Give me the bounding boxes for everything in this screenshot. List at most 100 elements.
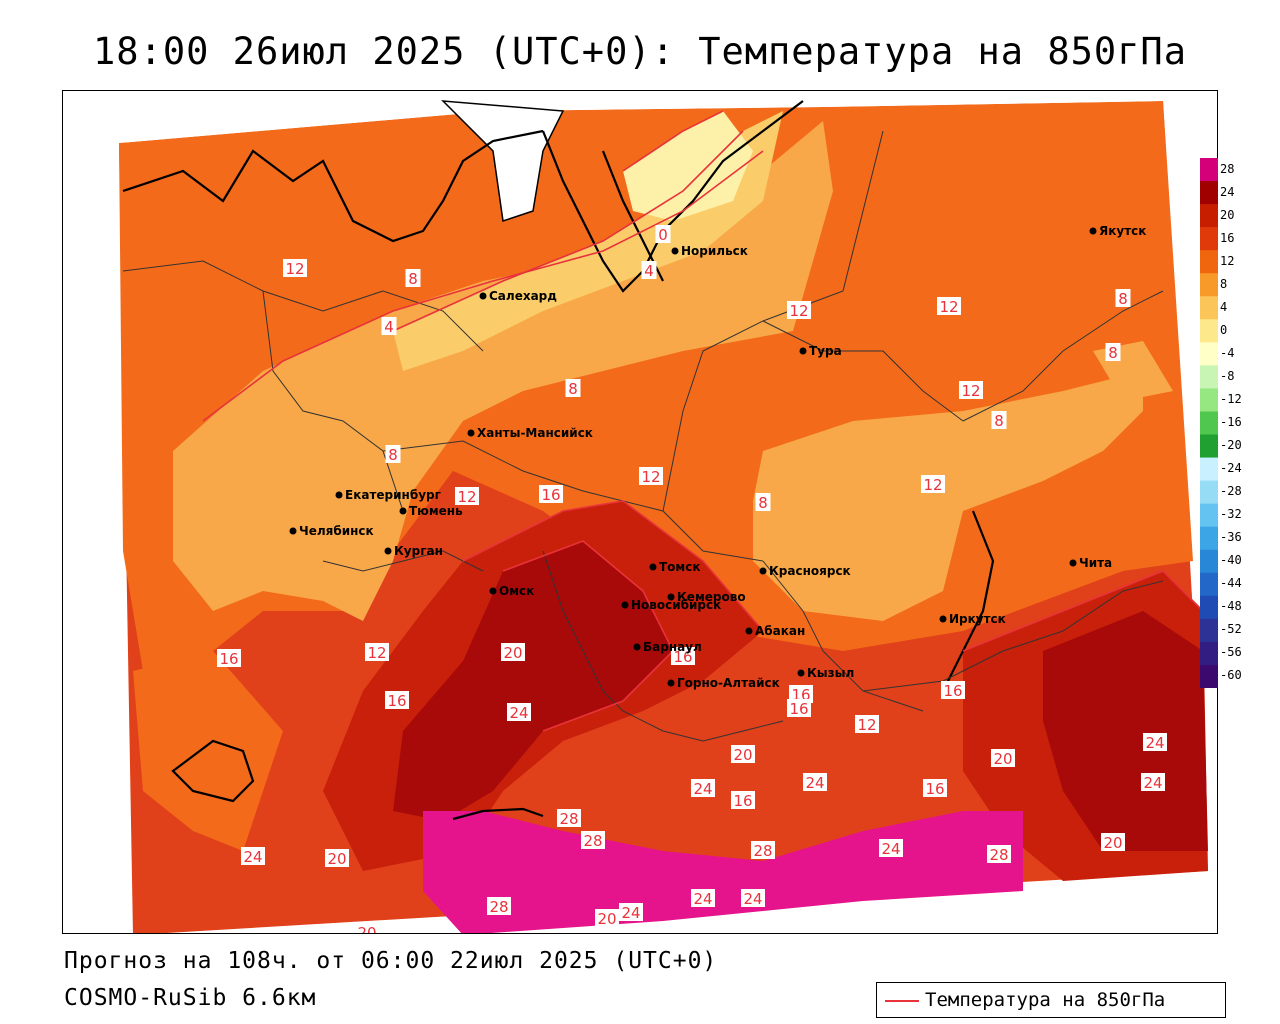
city-marker [667, 679, 675, 687]
legend-line-swatch [885, 1000, 919, 1002]
isotherm-label: 4 [641, 261, 657, 280]
city-label: Норильск [681, 244, 748, 258]
svg-text:0: 0 [658, 226, 668, 244]
svg-text:24: 24 [693, 890, 712, 908]
colorbar-segment [1200, 457, 1218, 482]
isotherm-label: 4 [381, 317, 397, 336]
colorbar-segment [1200, 204, 1218, 228]
city-marker [384, 547, 392, 555]
colorbar-tick-label: -28 [1220, 484, 1242, 499]
isotherm-label: 8 [1115, 289, 1131, 308]
colorbar-segment [1200, 549, 1218, 574]
colorbar-segment [1200, 411, 1218, 436]
isotherm-label: 28 [487, 897, 511, 916]
isotherm-label: 8 [755, 493, 771, 512]
city-marker [797, 669, 805, 677]
svg-text:20: 20 [733, 746, 752, 764]
svg-text:24: 24 [1145, 734, 1164, 752]
city-marker [649, 563, 657, 571]
city-label: Новосибирск [631, 598, 721, 612]
colorbar-segment [1200, 618, 1218, 643]
colorbar-tick-label: -56 [1220, 645, 1242, 660]
colorbar-tick-label: 28 [1220, 161, 1235, 176]
svg-text:16: 16 [925, 780, 944, 798]
isotherm-label: 24 [241, 847, 265, 866]
svg-text:28: 28 [559, 810, 578, 828]
svg-text:12: 12 [923, 476, 942, 494]
svg-text:4: 4 [644, 262, 654, 280]
svg-text:4: 4 [384, 318, 394, 336]
isotherm-label: 16 [787, 699, 811, 718]
temperature-colorbar [1200, 158, 1218, 689]
svg-text:24: 24 [881, 840, 900, 858]
svg-text:24: 24 [805, 774, 824, 792]
forecast-info: Прогноз на 108ч. от 06:00 22июл 2025 (UT… [64, 948, 718, 974]
svg-text:12: 12 [641, 468, 660, 486]
svg-text:8: 8 [408, 270, 418, 288]
city-label: Салехард [489, 289, 557, 303]
isotherm-label: 8 [991, 411, 1007, 430]
isotherm-label: 24 [619, 903, 643, 922]
svg-text:12: 12 [789, 302, 808, 320]
city-marker [467, 429, 475, 437]
svg-text:20: 20 [597, 910, 616, 928]
svg-text:24: 24 [243, 848, 262, 866]
isotherm-label: 20 [355, 923, 379, 934]
isotherm-label: 24 [741, 889, 765, 908]
colorbar-segment [1200, 595, 1218, 620]
city-label: Тура [809, 344, 842, 358]
isotherm-label: 8 [385, 445, 401, 464]
isotherm-label: 28 [581, 831, 605, 850]
colorbar-segment [1200, 664, 1218, 689]
city-label: Якутск [1099, 224, 1146, 238]
colorbar-tick-label: -52 [1220, 622, 1242, 637]
isotherm-label: 8 [1105, 343, 1121, 362]
colorbar-segment [1200, 181, 1218, 205]
city-label: Тюмень [409, 504, 463, 518]
svg-text:20: 20 [1103, 834, 1122, 852]
colorbar-tick-label: -60 [1220, 668, 1242, 683]
city-marker [335, 491, 343, 499]
colorbar-tick-label: 4 [1220, 299, 1228, 314]
isotherm-label: 12 [365, 643, 389, 662]
colorbar-segment [1200, 480, 1218, 505]
city-label: Кемерово [677, 590, 746, 604]
svg-text:16: 16 [673, 648, 692, 666]
svg-text:12: 12 [939, 298, 958, 316]
isotherm-label: 20 [595, 909, 619, 928]
colorbar-segment [1200, 572, 1218, 597]
city-label: Чита [1079, 556, 1112, 570]
svg-text:16: 16 [789, 700, 808, 718]
isotherm-label: 16 [385, 691, 409, 710]
city-label: Челябинск [299, 524, 374, 538]
city-marker [939, 615, 947, 623]
svg-text:8: 8 [1118, 290, 1128, 308]
colorbar-tick-label: 24 [1220, 184, 1235, 199]
city-marker [671, 247, 679, 255]
colorbar-segment [1200, 273, 1218, 297]
city-label: Горно-Алтайск [677, 676, 780, 690]
isotherm-label: 12 [959, 381, 983, 400]
city-label: Иркутск [949, 612, 1006, 626]
isotherm-label: 16 [539, 485, 563, 504]
colorbar-segment [1200, 641, 1218, 666]
isotherm-label: 12 [455, 487, 479, 506]
map-area[interactable]: 12 8 4 0 4 8 12 12 8 12 8 8 12 16 12 8 8 12 16 12 20 16 16 16 24… [62, 90, 1218, 934]
svg-text:12: 12 [857, 716, 876, 734]
svg-text:20: 20 [993, 750, 1012, 768]
colorbar-tick-label: -48 [1220, 599, 1242, 614]
colorbar-tick-label: -8 [1220, 368, 1235, 383]
city-marker [479, 292, 487, 300]
city-marker [667, 593, 675, 601]
colorbar-tick-label: 20 [1220, 207, 1235, 222]
map-title: 18:00 26июл 2025 (UTC+0): Температура на… [93, 30, 1187, 73]
svg-text:24: 24 [621, 904, 640, 922]
svg-text:24: 24 [743, 890, 762, 908]
isotherm-label: 8 [565, 379, 581, 398]
svg-text:20: 20 [503, 644, 522, 662]
isotherm-label: 12 [283, 259, 307, 278]
svg-text:24: 24 [509, 704, 528, 722]
svg-text:20: 20 [357, 924, 376, 934]
city-marker [1069, 559, 1077, 567]
isotherm-label: 24 [879, 839, 903, 858]
